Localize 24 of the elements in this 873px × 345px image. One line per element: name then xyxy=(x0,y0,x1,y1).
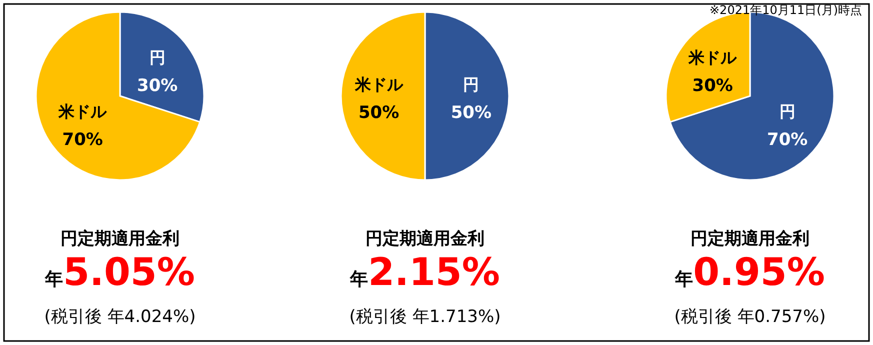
data-label: 50% xyxy=(358,103,400,123)
text: 年 xyxy=(44,269,64,290)
slice-label: 円 xyxy=(149,48,166,67)
text: 年 xyxy=(349,269,368,290)
text: 円定期適用金利 xyxy=(366,229,484,249)
text: 0.95% xyxy=(693,250,825,294)
text: 2.15% xyxy=(368,250,500,294)
data-label: 70% xyxy=(767,130,808,150)
text: 円定期適用金利 xyxy=(60,229,180,249)
text: (税引後 年4.024%) xyxy=(44,307,196,327)
slice-label: 円 xyxy=(463,75,480,94)
data-label: 50% xyxy=(450,103,492,123)
text: 5.05% xyxy=(63,250,195,294)
text: (税引後 年1.713%) xyxy=(349,307,501,327)
slice-label: 米ドル xyxy=(354,75,404,94)
data-label: 70% xyxy=(62,130,103,150)
slice-label: 米ドル xyxy=(688,48,738,67)
text: 年 xyxy=(674,269,694,290)
text: (税引後 年0.757%) xyxy=(674,307,826,327)
data-label: 30% xyxy=(692,76,733,96)
slice-label: 円 xyxy=(779,102,796,122)
data-label: 30% xyxy=(137,76,178,96)
slice-label: 米ドル xyxy=(58,102,108,122)
text: 円定期適用金利 xyxy=(690,229,810,249)
